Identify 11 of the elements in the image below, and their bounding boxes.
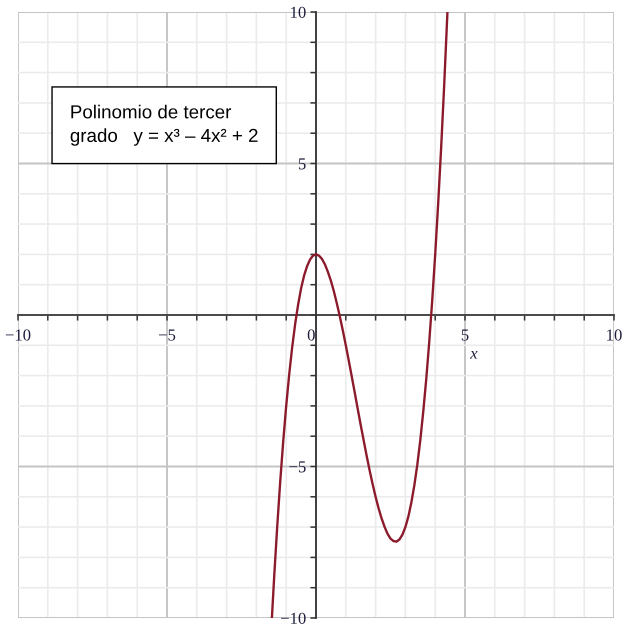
x-tick-label: 10 (607, 329, 622, 341)
x-tick-label: −5 (158, 330, 176, 341)
x-tick-label: −10 (6, 329, 30, 341)
x-axis-title: x (470, 351, 478, 359)
y-tick-label: 5 (298, 158, 306, 170)
annotation: Polinomio de tercer grado y = x³ – 4x² + 2 (70, 104, 258, 146)
x-tick-label: 0 (308, 329, 315, 341)
x-tick-label: 5 (462, 330, 469, 341)
y-tick-label: 10 (291, 6, 306, 18)
y-tick-label: −10 (281, 612, 306, 624)
y-tick-label: −5 (289, 461, 306, 472)
